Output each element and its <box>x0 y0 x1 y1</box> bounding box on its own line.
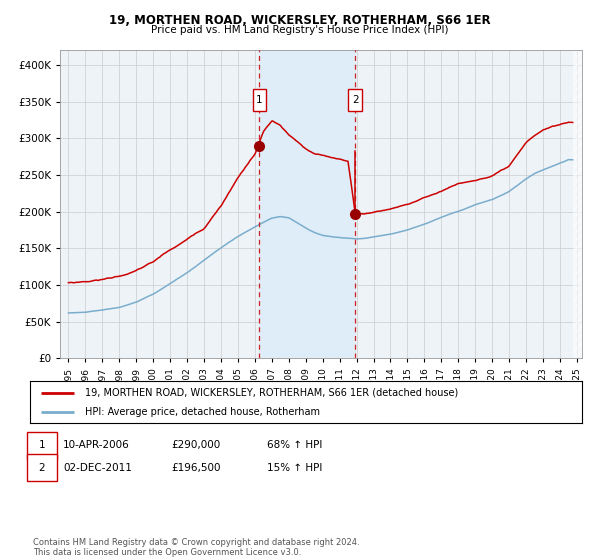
Bar <box>572 50 582 358</box>
Text: £196,500: £196,500 <box>171 463 221 473</box>
Bar <box>259 50 355 358</box>
Text: 15% ↑ HPI: 15% ↑ HPI <box>267 463 322 473</box>
Text: HPI: Average price, detached house, Rotherham: HPI: Average price, detached house, Roth… <box>85 407 320 417</box>
Text: Contains HM Land Registry data © Crown copyright and database right 2024.
This d: Contains HM Land Registry data © Crown c… <box>33 538 359 557</box>
Text: 68% ↑ HPI: 68% ↑ HPI <box>267 440 322 450</box>
Text: 2: 2 <box>352 95 359 105</box>
Text: 19, MORTHEN ROAD, WICKERSLEY, ROTHERHAM, S66 1ER (detached house): 19, MORTHEN ROAD, WICKERSLEY, ROTHERHAM,… <box>85 388 458 398</box>
Text: 10-APR-2006: 10-APR-2006 <box>63 440 130 450</box>
Text: 1: 1 <box>256 95 263 105</box>
FancyBboxPatch shape <box>349 88 362 110</box>
Text: £290,000: £290,000 <box>171 440 220 450</box>
Text: 1: 1 <box>38 440 46 450</box>
Text: Price paid vs. HM Land Registry's House Price Index (HPI): Price paid vs. HM Land Registry's House … <box>151 25 449 35</box>
Text: 19, MORTHEN ROAD, WICKERSLEY, ROTHERHAM, S66 1ER: 19, MORTHEN ROAD, WICKERSLEY, ROTHERHAM,… <box>109 14 491 27</box>
Text: 02-DEC-2011: 02-DEC-2011 <box>63 463 132 473</box>
FancyBboxPatch shape <box>253 88 266 110</box>
Text: 2: 2 <box>38 463 46 473</box>
